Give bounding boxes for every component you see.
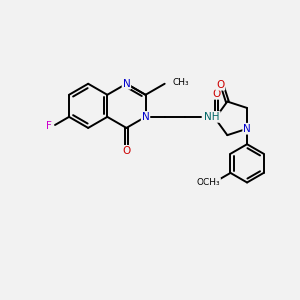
Text: CH₃: CH₃ [172, 78, 189, 87]
Text: O: O [122, 146, 130, 156]
Text: OCH₃: OCH₃ [196, 178, 220, 187]
Text: N: N [122, 79, 130, 89]
Text: O: O [212, 89, 220, 99]
Text: O: O [216, 80, 224, 90]
Text: NH: NH [204, 112, 220, 122]
Text: F: F [46, 121, 52, 131]
Text: N: N [142, 112, 149, 122]
Text: N: N [243, 124, 251, 134]
